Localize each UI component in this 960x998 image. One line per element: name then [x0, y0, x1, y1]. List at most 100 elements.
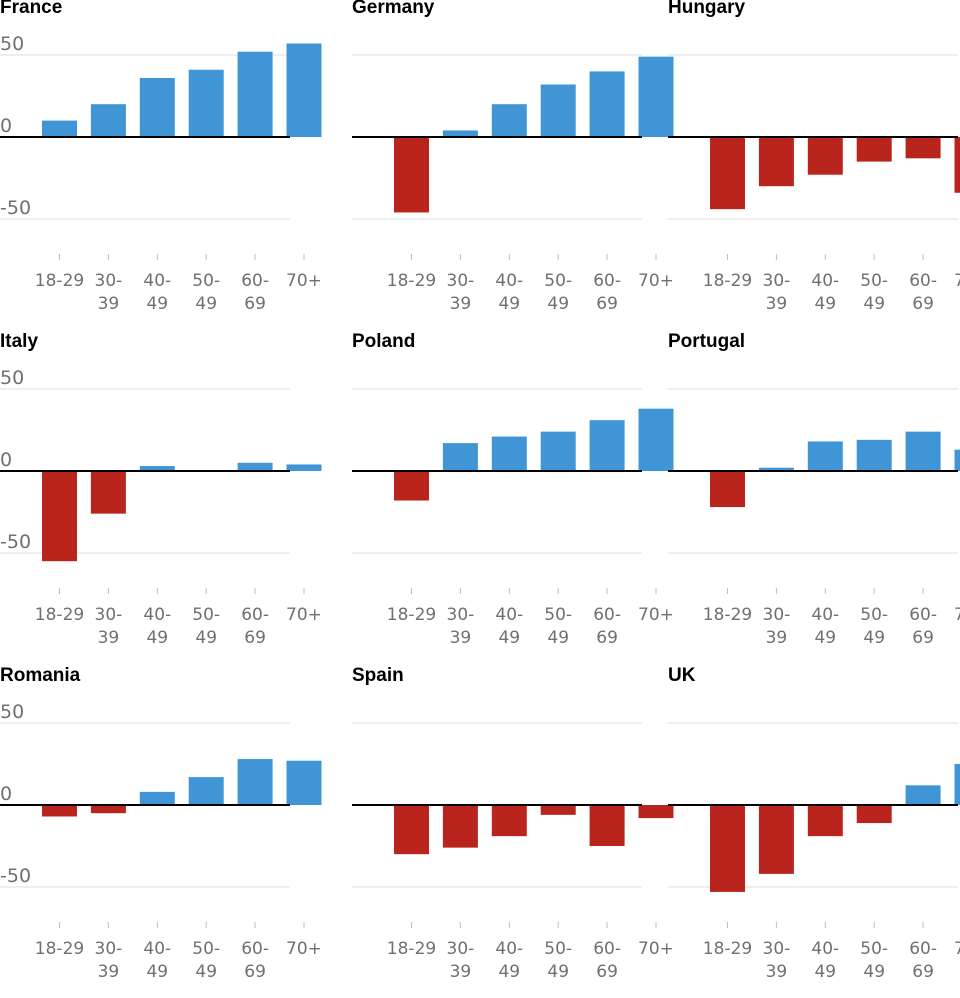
x-tick-label: 69 [244, 294, 266, 314]
bar-40-49 [140, 792, 175, 805]
x-tick-label: 30- [447, 939, 475, 959]
x-tick-label: 70+ [286, 605, 322, 625]
x-tick-label: 30- [95, 605, 123, 625]
bar-18-29 [42, 471, 77, 561]
bar-70+ [955, 137, 960, 193]
y-tick-label: 50 [0, 33, 24, 55]
x-tick-label: 30- [95, 271, 123, 291]
bar-50-59 [189, 70, 224, 137]
x-tick-label: 39 [98, 962, 120, 982]
x-tick-label: 49 [146, 294, 168, 314]
x-tick-label: 49 [498, 628, 520, 648]
x-tick-label: 49 [863, 628, 885, 648]
x-tick-label: 40- [495, 939, 523, 959]
bar-60-69 [590, 805, 625, 846]
bar-30-39 [91, 104, 126, 137]
bar-40-49 [808, 137, 843, 175]
bar-18-29 [394, 471, 429, 501]
x-tick-label: 60- [241, 271, 269, 291]
bar-70+ [287, 761, 322, 805]
bar-70+ [955, 450, 960, 471]
bar-40-49 [140, 78, 175, 137]
bar-50-59 [189, 777, 224, 805]
bar-30-39 [91, 805, 126, 813]
bar-50-59 [857, 440, 892, 471]
y-tick-label: -50 [0, 197, 31, 219]
x-tick-label: 40- [811, 605, 839, 625]
bar-18-29 [710, 137, 745, 209]
x-tick-label: 60- [241, 939, 269, 959]
x-tick-label: 49 [498, 962, 520, 982]
x-tick-label: 60- [241, 605, 269, 625]
x-tick-label: 18-29 [703, 271, 752, 291]
y-tick-label: -50 [0, 865, 31, 887]
x-tick-label: 18-29 [387, 271, 436, 291]
bar-40-49 [808, 805, 843, 836]
x-tick-label: 40- [811, 271, 839, 291]
x-tick-label: 30- [447, 271, 475, 291]
x-tick-label: 18-29 [387, 939, 436, 959]
x-tick-label: 39 [98, 628, 120, 648]
bar-60-69 [906, 432, 941, 471]
x-tick-label: 49 [547, 628, 569, 648]
x-tick-label: 18-29 [703, 939, 752, 959]
bar-40-49 [808, 441, 843, 471]
x-tick-label: 18-29 [35, 605, 84, 625]
x-tick-label: 39 [98, 294, 120, 314]
x-tick-label: 60- [909, 605, 937, 625]
bar-50-59 [541, 432, 576, 471]
x-tick-label: 49 [146, 962, 168, 982]
bar-50-59 [541, 85, 576, 137]
bar-60-69 [590, 71, 625, 137]
x-tick-label: 70+ [954, 271, 960, 291]
bar-18-29 [394, 137, 429, 212]
y-tick-label: -50 [0, 531, 31, 553]
x-tick-label: 50- [860, 271, 888, 291]
bar-60-69 [238, 463, 273, 471]
bar-40-49 [492, 104, 527, 137]
x-tick-label: 18-29 [35, 271, 84, 291]
x-tick-label: 40- [811, 939, 839, 959]
x-tick-label: 69 [596, 962, 618, 982]
x-tick-label: 49 [195, 628, 217, 648]
x-tick-label: 50- [192, 271, 220, 291]
x-tick-label: 39 [450, 294, 472, 314]
x-tick-label: 49 [863, 294, 885, 314]
x-tick-label: 70+ [954, 605, 960, 625]
x-tick-label: 40- [143, 939, 171, 959]
bar-18-29 [42, 805, 77, 816]
x-tick-label: 30- [763, 605, 791, 625]
x-tick-label: 30- [95, 939, 123, 959]
bar-18-29 [42, 121, 77, 137]
x-tick-label: 39 [766, 962, 788, 982]
x-tick-label: 18-29 [35, 939, 84, 959]
x-tick-label: 69 [912, 962, 934, 982]
bar-30-39 [759, 805, 794, 874]
x-tick-label: 49 [498, 294, 520, 314]
bar-60-69 [238, 759, 273, 805]
x-tick-label: 69 [912, 294, 934, 314]
x-tick-label: 69 [596, 294, 618, 314]
x-tick-label: 60- [593, 271, 621, 291]
bar-60-69 [906, 785, 941, 805]
bar-40-49 [492, 805, 527, 836]
y-tick-label: 50 [0, 701, 24, 723]
x-tick-label: 30- [447, 605, 475, 625]
x-tick-label: 30- [763, 939, 791, 959]
x-tick-label: 49 [195, 962, 217, 982]
x-tick-label: 40- [495, 605, 523, 625]
x-tick-label: 50- [192, 605, 220, 625]
x-tick-label: 39 [450, 962, 472, 982]
bar-60-69 [906, 137, 941, 158]
